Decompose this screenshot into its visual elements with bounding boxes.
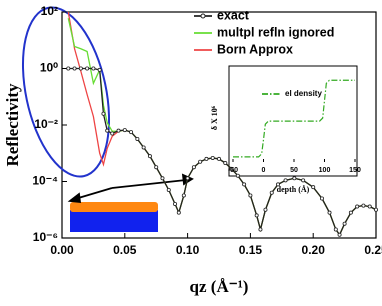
data-point	[116, 128, 121, 133]
y-tick-label: 10⁻⁶	[33, 230, 58, 244]
data-point	[122, 128, 127, 133]
legend-label: el density	[285, 89, 322, 98]
substrate-icon	[70, 210, 158, 232]
data-point	[91, 66, 96, 71]
data-point	[242, 182, 247, 187]
data-point	[276, 182, 281, 187]
x-tick-label: -50	[228, 167, 238, 174]
data-point	[129, 130, 134, 135]
data-point	[198, 159, 203, 164]
data-point	[355, 204, 360, 209]
x-axis-title: qz (Å⁻¹)	[190, 277, 249, 296]
data-point	[135, 136, 140, 141]
data-point	[361, 203, 366, 208]
x-tick-label: 50	[290, 167, 298, 174]
data-point	[101, 111, 106, 116]
data-point	[185, 176, 190, 181]
data-point	[269, 190, 274, 195]
data-point	[97, 67, 102, 72]
data-point	[327, 210, 332, 215]
data-point	[373, 207, 378, 212]
y-tick-label: 10²	[41, 4, 58, 18]
inset-x-title: depth (Å)	[277, 185, 310, 194]
data-point	[160, 176, 165, 181]
x-tick-label: 100	[319, 167, 331, 174]
data-point	[210, 155, 215, 160]
data-point	[141, 145, 146, 150]
data-point	[147, 154, 152, 159]
arrows	[67, 173, 194, 204]
data-point	[229, 166, 234, 171]
arrow	[111, 179, 187, 189]
data-point	[78, 66, 83, 71]
data-point	[367, 204, 372, 209]
data-point	[235, 173, 240, 178]
legend-label: exact	[217, 8, 250, 22]
series-line	[233, 79, 355, 158]
arrow-head	[67, 192, 82, 204]
data-point	[176, 210, 181, 215]
data-point	[216, 156, 221, 161]
x-tick-label: 0.15	[239, 243, 263, 257]
arrow	[74, 187, 113, 200]
data-point	[319, 196, 324, 201]
x-tick-label: 0.00	[50, 243, 74, 257]
data-point	[348, 210, 353, 215]
y-tick-label: 10⁻²	[34, 117, 58, 131]
data-point	[254, 213, 259, 218]
inset-y-title: δ X 10⁶	[210, 105, 219, 130]
data-point	[283, 178, 288, 183]
data-point	[173, 201, 178, 206]
data-point	[301, 178, 306, 183]
data-point	[311, 185, 316, 190]
data-point	[181, 193, 186, 198]
data-point	[263, 207, 268, 212]
legend-marker	[200, 13, 206, 19]
data-point	[258, 227, 263, 232]
data-point	[337, 232, 342, 237]
data-point	[292, 176, 297, 181]
data-point	[342, 221, 347, 226]
data-point	[223, 161, 228, 166]
x-tick-label: 0.10	[176, 243, 200, 257]
data-point	[110, 131, 115, 136]
data-point	[248, 193, 253, 198]
x-tick-label: 0.25	[364, 243, 382, 257]
data-point	[66, 66, 71, 71]
data-point	[105, 128, 110, 133]
film-icon	[70, 202, 158, 212]
legend-label: Born Approx	[217, 42, 293, 56]
data-point	[166, 188, 171, 193]
y-axis-title: Reflectivity	[3, 83, 22, 167]
data-point	[85, 66, 90, 71]
data-point	[333, 227, 338, 232]
legend-label: multpl refln ignored	[217, 25, 334, 39]
data-point	[204, 156, 209, 161]
y-tick-label: 10⁰	[40, 61, 58, 75]
x-tick-label: 150	[349, 167, 361, 174]
y-tick-label: 10⁻⁴	[32, 174, 58, 188]
highlight-ellipse	[21, 6, 111, 178]
x-tick-label: 0.20	[302, 243, 326, 257]
data-point	[191, 165, 196, 170]
x-tick-label: 0.05	[113, 243, 137, 257]
data-point	[154, 165, 159, 170]
data-point	[72, 66, 77, 71]
x-tick-label: 0	[262, 167, 266, 174]
